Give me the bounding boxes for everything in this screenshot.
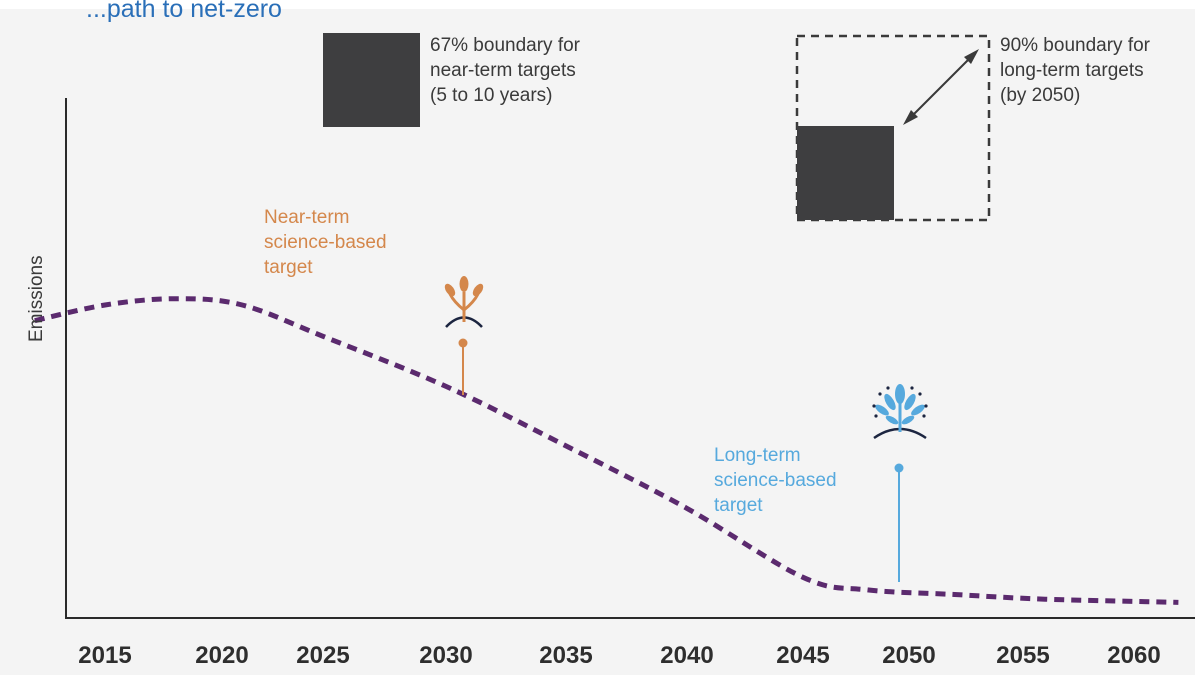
long-target-line-1: Long-term	[714, 445, 801, 466]
near-term-target-label: Near-term science-based target	[264, 205, 387, 280]
long-boundary-line-3: (by 2050)	[1000, 85, 1081, 106]
x-tick-label: 2035	[539, 642, 593, 669]
long-term-boundary-box	[797, 126, 894, 220]
x-tick-label: 2025	[296, 642, 350, 669]
x-tick-label: 2020	[195, 642, 249, 669]
long-term-target-label: Long-term science-based target	[714, 443, 837, 518]
near-target-line-2: science-based	[264, 232, 387, 253]
x-tick-label: 2030	[419, 642, 473, 669]
x-tick-label: 2050	[882, 642, 936, 669]
x-tick-label: 2060	[1107, 642, 1161, 669]
double-arrow-icon	[903, 49, 979, 125]
near-boundary-line-2: near-term targets	[430, 60, 576, 81]
x-tick-label: 2055	[996, 642, 1050, 669]
long-term-marker	[894, 463, 904, 582]
y-axis-label: Emissions	[26, 255, 47, 342]
long-target-line-3: target	[714, 495, 763, 516]
sprout-icon	[444, 276, 484, 328]
long-target-line-2: science-based	[714, 470, 837, 491]
near-term-boundary-label: 67% boundary for near-term targets (5 to…	[430, 33, 580, 108]
x-tick-label: 2045	[776, 642, 830, 669]
near-target-line-1: Near-term	[264, 207, 350, 228]
near-boundary-line-1: 67% boundary for	[430, 35, 580, 56]
long-boundary-line-2: long-term targets	[1000, 60, 1144, 81]
near-target-line-3: target	[264, 257, 313, 278]
x-tick-label: 2040	[660, 642, 714, 669]
emissions-trajectory-line	[34, 296, 1179, 605]
near-term-marker	[458, 338, 468, 395]
tree-icon	[872, 384, 928, 440]
x-tick-label: 2015	[78, 642, 132, 669]
near-term-boundary-box	[323, 33, 420, 127]
long-boundary-line-1: 90% boundary for	[1000, 35, 1150, 56]
header-text: ...path to net-zero	[86, 0, 282, 23]
long-term-boundary-label: 90% boundary for long-term targets (by 2…	[1000, 33, 1150, 108]
near-boundary-line-3: (5 to 10 years)	[430, 85, 553, 106]
